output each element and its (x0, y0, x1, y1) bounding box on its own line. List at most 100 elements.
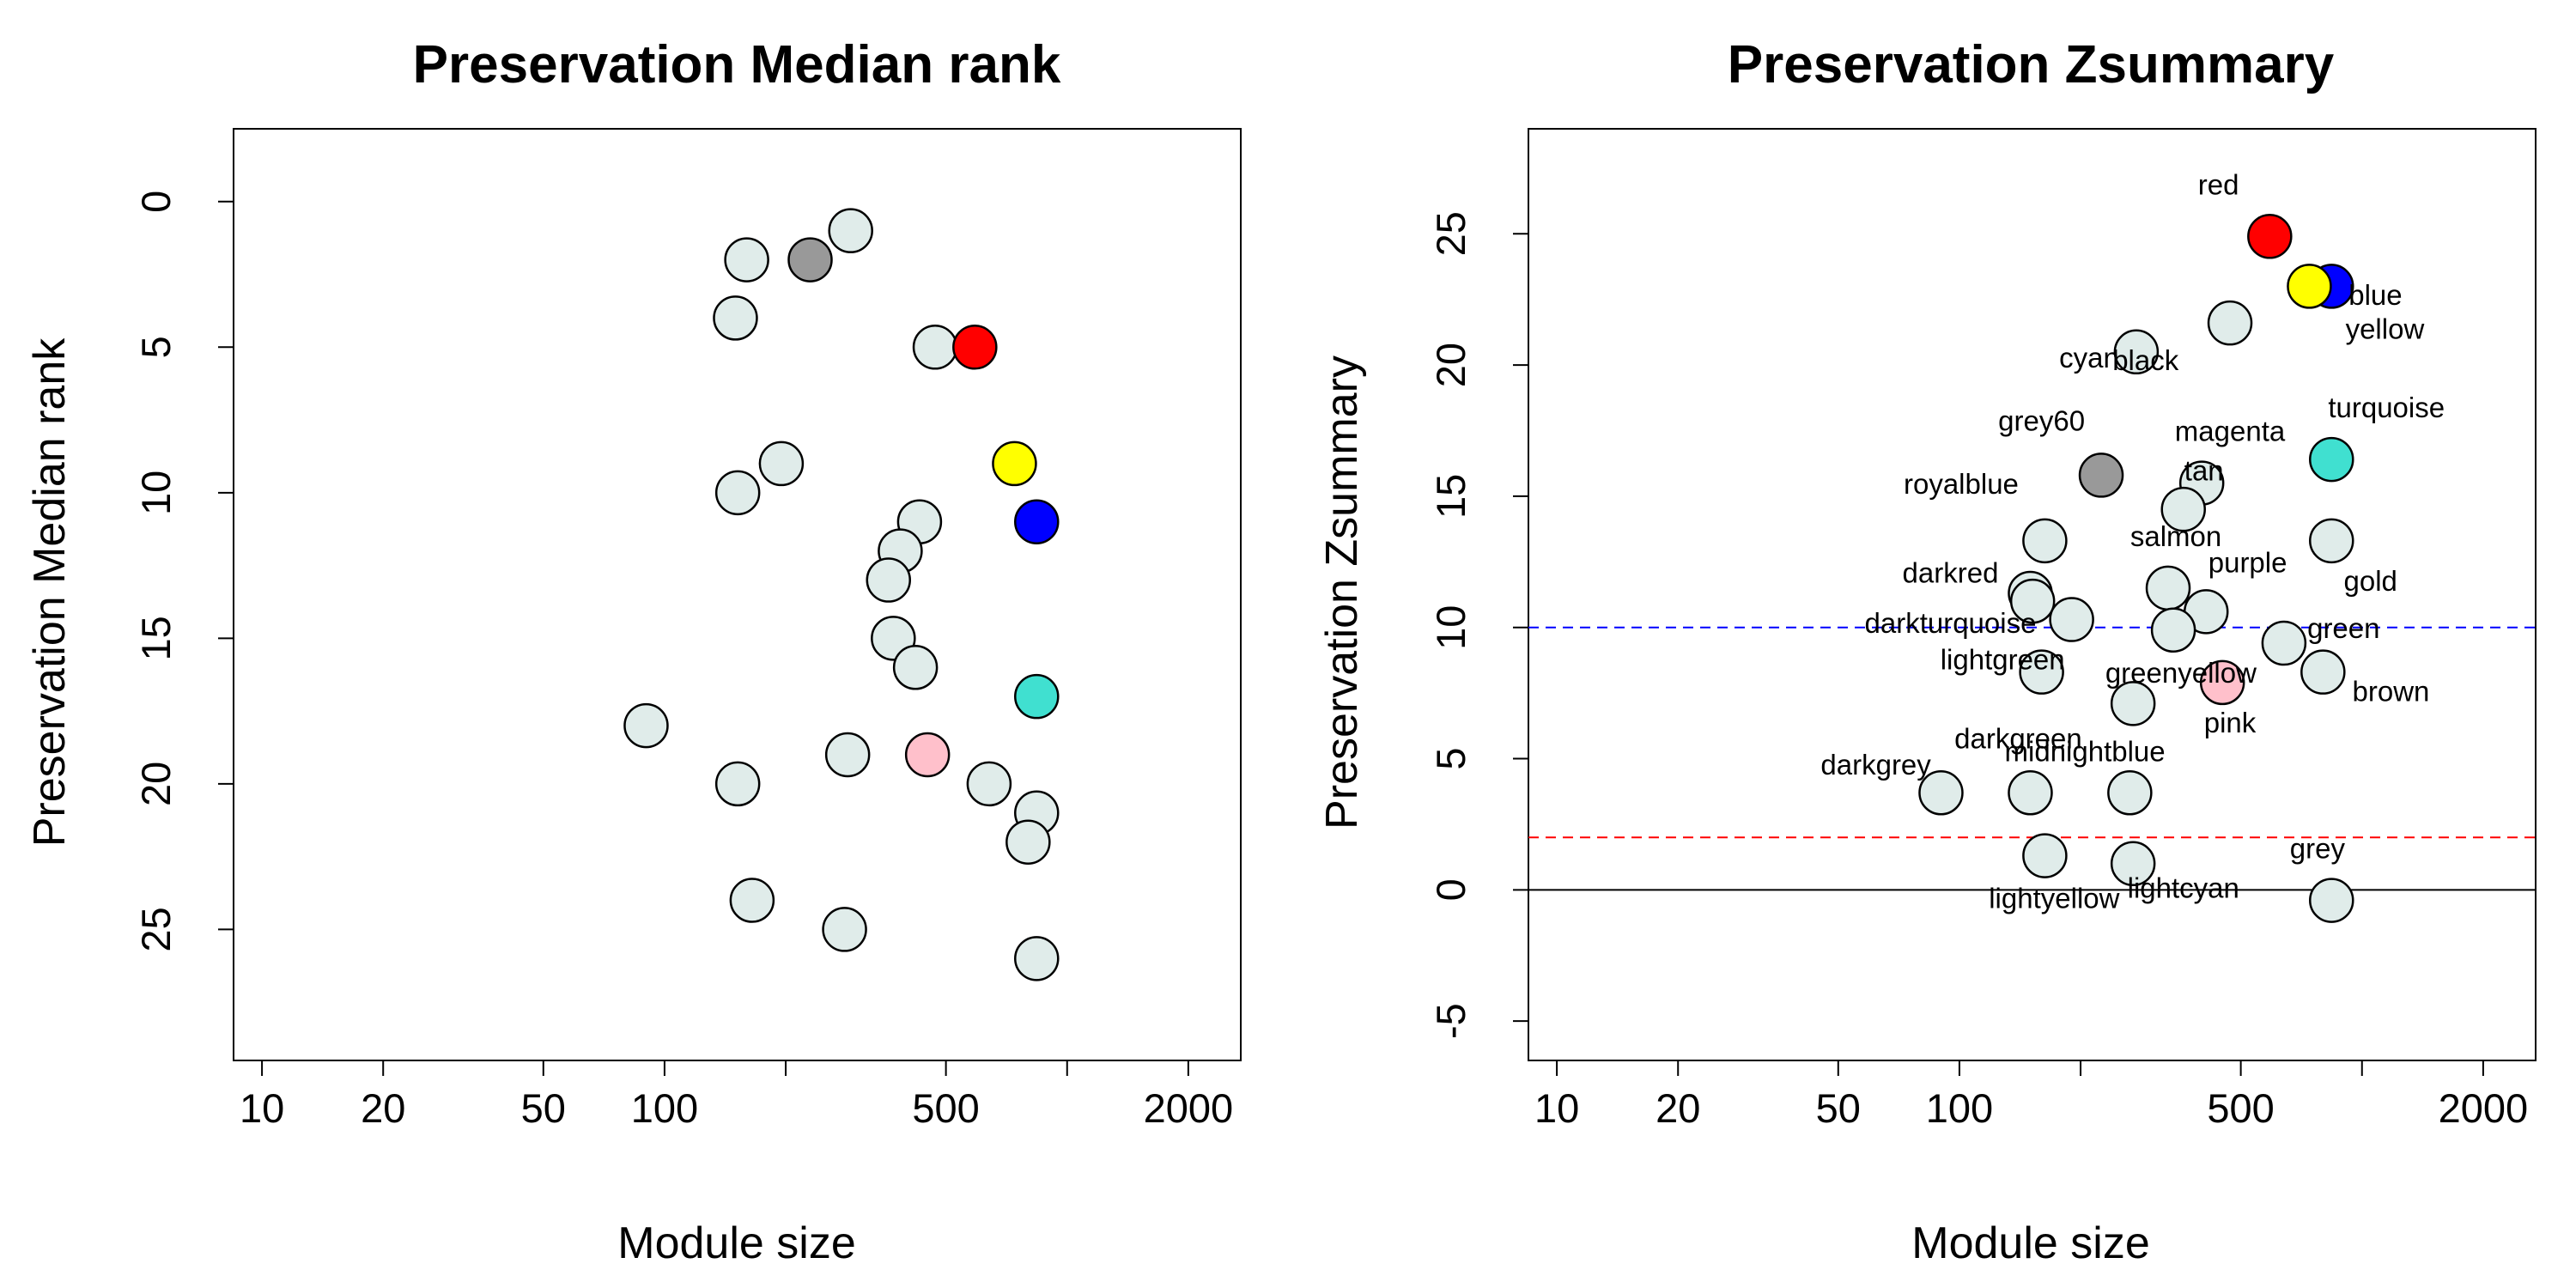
median-rank-y-tick-label: 5 (133, 336, 179, 358)
zsummary-point-label: darkgrey (1820, 749, 1931, 781)
zsummary-data-point (2199, 659, 2245, 706)
zsummary-point-label: purple (2208, 547, 2287, 579)
median-rank-x-tick-label: 2000 (1144, 1085, 1234, 1131)
zsummary-y-tick-label: 15 (1428, 474, 1473, 519)
zsummary-panel: Preservation Zsummary Module size Preser… (1317, 35, 2537, 1268)
zsummary-data-point (2247, 214, 2293, 259)
median-rank-data-point (1005, 819, 1051, 865)
zsummary-x-tick-label: 100 (1926, 1085, 1993, 1131)
median-rank-data-point (758, 440, 805, 487)
median-rank-data-point (822, 907, 867, 952)
median-rank-x-tick-label: 50 (521, 1085, 566, 1131)
zsummary-point-label: yellow (2346, 313, 2425, 345)
median-rank-y-axis-title: Preservation Median rank (25, 337, 75, 848)
median-rank-y-tick-label: 0 (133, 191, 179, 213)
median-rank-data-point (866, 557, 911, 603)
median-rank-y-tick-label: 10 (133, 471, 179, 515)
zsummary-point-label: darkturquoise (1865, 607, 2037, 639)
median-rank-y-tick-label: 20 (133, 762, 179, 806)
zsummary-data-point (2150, 607, 2196, 653)
zsummary-point-label: salmon (2130, 520, 2221, 552)
zsummary-data-point (2022, 833, 2068, 878)
median-rank-data-point (714, 470, 761, 516)
zsummary-y-tick-label: -5 (1428, 1003, 1473, 1039)
median-rank-data-point (912, 325, 958, 370)
median-rank-y-tick-label: 15 (133, 616, 179, 660)
zsummary-data-point (2309, 436, 2354, 483)
zsummary-point-label: red (2198, 168, 2239, 200)
zsummary-data-point (2145, 565, 2191, 611)
median-rank-x-tick-label: 10 (240, 1085, 284, 1131)
median-rank-y-tick-label: 25 (133, 907, 179, 951)
zsummary-data-point (2110, 841, 2156, 887)
zsummary-data-point (2049, 597, 2094, 642)
zsummary-point-label: turquoise (2328, 392, 2445, 423)
median-rank-data-point (1014, 499, 1060, 544)
zsummary-data-point (2309, 878, 2354, 923)
zsummary-x-tick-label: 2000 (2439, 1085, 2529, 1131)
zsummary-point-label: cyan (2059, 342, 2119, 374)
median-rank-data-point (992, 440, 1037, 487)
zsummary-y-tick-label: 0 (1428, 878, 1473, 901)
median-rank-plot-area: 10 20 50 100 500 2000 0 5 10 15 20 25 (133, 128, 1242, 1131)
zsummary-point-label: lightgreen (1941, 644, 2065, 676)
median-rank-data-point (623, 702, 669, 749)
zsummary-x-axis-title: Module size (1911, 1218, 2149, 1268)
zsummary-y-tick-label: 10 (1428, 605, 1473, 650)
median-rank-data-point (1014, 673, 1060, 720)
zsummary-y-axis-title: Preservation Zsummary (1317, 355, 1367, 829)
median-rank-data-point (952, 325, 998, 370)
median-rank-x-tick-label: 20 (361, 1085, 405, 1131)
zsummary-point-label: darkred (1903, 557, 1999, 589)
zsummary-data-point (2110, 681, 2156, 726)
zsummary-data-point (2022, 518, 2068, 564)
zsummary-point-label: royalblue (1904, 468, 2019, 500)
zsummary-point-label: lightyellow (1989, 883, 2119, 914)
zsummary-data-point (2019, 649, 2064, 695)
median-rank-plot-frame (233, 128, 1242, 1061)
zsummary-x-tick-label: 500 (2207, 1085, 2274, 1131)
median-rank-data-point (824, 732, 871, 778)
median-rank-data-point (713, 295, 758, 341)
median-rank-data-point (729, 878, 775, 923)
zsummary-plot-frame (1528, 128, 2537, 1061)
zsummary-data-point (2261, 620, 2307, 666)
zsummary-point-label: darkgreen (1954, 722, 2082, 754)
median-rank-data-point (787, 237, 833, 283)
zsummary-point-label: magenta (2175, 416, 2286, 447)
zsummary-point-label: grey (2290, 833, 2346, 865)
zsummary-point-label: green (2307, 612, 2379, 644)
zsummary-point-label: midnightblue (2005, 736, 2166, 768)
zsummary-data-point (2160, 486, 2206, 532)
zsummary-point-label: grey60 (1998, 404, 2085, 436)
median-rank-panel: Preservation Median rank Module size Pre… (25, 35, 1242, 1268)
zsummary-point-label: pink (2204, 707, 2257, 738)
median-rank-data-point (966, 761, 1012, 807)
zsummary-data-point (2207, 300, 2253, 346)
zsummary-y-tick-label: 5 (1428, 747, 1473, 769)
zsummary-plot-area: 10 20 50 100 500 2000 -5 0 5 10 15 20 25 red blueyello… (1428, 128, 2537, 1131)
zsummary-point-label: brown (2353, 675, 2430, 707)
median-rank-x-tick-label: 100 (631, 1085, 698, 1131)
median-rank-data-point (892, 645, 939, 690)
median-rank-title: Preservation Median rank (413, 35, 1061, 94)
median-rank-data-point (1014, 936, 1060, 981)
zsummary-data-point (2309, 518, 2354, 564)
median-rank-x-tick-label: 500 (912, 1085, 979, 1131)
zsummary-y-tick-label: 20 (1428, 343, 1473, 387)
zsummary-x-tick-label: 50 (1816, 1085, 1861, 1131)
zsummary-data-point (2107, 770, 2153, 816)
zsummary-x-tick-label: 20 (1656, 1085, 1700, 1131)
zsummary-data-point (2287, 264, 2332, 309)
zsummary-point-label: blue (2348, 279, 2402, 311)
zsummary-data-point (2300, 649, 2346, 695)
median-rank-data-point (714, 761, 761, 807)
median-rank-data-point (904, 732, 951, 778)
zsummary-data-point (2078, 453, 2124, 498)
zsummary-data-point (2008, 770, 2053, 816)
zsummary-title: Preservation Zsummary (1728, 35, 2335, 94)
zsummary-data-point (1918, 770, 1964, 816)
zsummary-point-label: black (2112, 344, 2179, 376)
